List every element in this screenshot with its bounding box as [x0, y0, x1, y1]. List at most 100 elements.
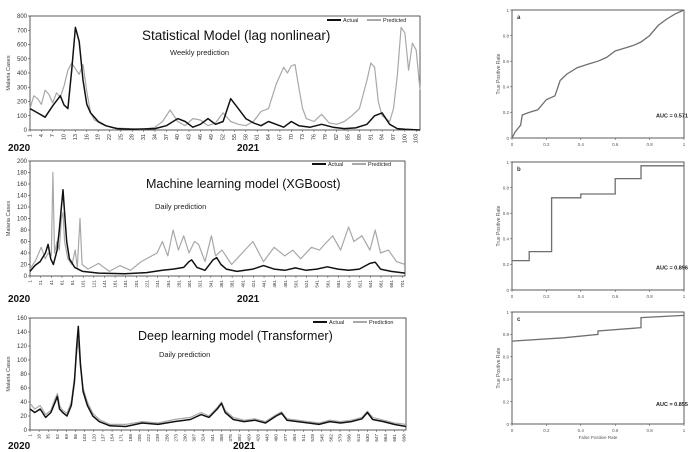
x-tick-label: 7: [50, 134, 56, 137]
y-tick-label: 0: [506, 136, 509, 141]
x-tick-label: 43: [187, 134, 193, 140]
x-axis-label: False Positive Rate: [579, 435, 618, 440]
year-label-2020: 2020: [8, 441, 31, 452]
x-tick-label: 41: [49, 280, 54, 286]
y-tick-label: 0.4: [503, 85, 510, 90]
y-tick-label: 0.8: [503, 185, 510, 190]
y-tick-label: 140: [17, 194, 28, 200]
x-tick-label: 103: [414, 134, 420, 143]
chart-roc-c: 0 0.2 0.4 0.6 0.8 1 0 0.2 0.4 0.6 0.8 1 True Positiv…: [496, 310, 688, 440]
x-tick-label: 481: [283, 280, 288, 288]
x-tick-label: 562: [328, 434, 333, 442]
series-line-actual: [29, 26, 421, 131]
legend-label-predicted: Predicted: [383, 18, 406, 24]
chart-title: Deep learning model (Transformer): [138, 329, 333, 343]
x-tick-label: 19: [96, 134, 102, 140]
x-tick-label: 681: [389, 280, 394, 288]
x-tick-label: 273: [173, 434, 178, 442]
y-axis-label: Malaria Cases: [6, 356, 12, 391]
y-tick-label: 0.8: [503, 33, 510, 38]
x-tick-label: 511: [301, 434, 306, 442]
x-tick-label: 341: [208, 280, 213, 288]
x-tick-label: 94: [380, 134, 386, 140]
y-tick-label: 0: [506, 422, 509, 427]
x-tick-label: 161: [113, 280, 118, 288]
x-tick-label: 596: [347, 434, 352, 442]
x-tick-label: 0.8: [646, 294, 653, 299]
x-tick-label: 375: [228, 434, 233, 442]
y-axis-label: Malaria Cases: [6, 55, 12, 90]
x-tick-label: 290: [183, 434, 188, 442]
x-tick-label: 0.6: [612, 428, 619, 433]
x-tick-label: 613: [356, 434, 361, 442]
x-tick-label: 701: [400, 280, 405, 288]
x-tick-label: 1: [683, 142, 686, 147]
y-tick-label: 500: [17, 57, 28, 63]
y-tick-label: 100: [17, 114, 28, 120]
year-label-2020: 2020: [8, 294, 31, 305]
panel-letter: c: [517, 317, 521, 323]
x-tick-label: 4: [39, 134, 45, 137]
x-tick-label: 541: [315, 280, 320, 288]
plot-frame: [511, 9, 685, 139]
y-tick-label: 60: [20, 240, 27, 246]
roc-curve: [512, 165, 684, 262]
x-tick-label: 222: [146, 434, 151, 442]
year-label-2021: 2021: [237, 294, 260, 305]
x-tick-label: 91: [368, 134, 374, 140]
x-tick-label: 61: [59, 280, 64, 286]
x-tick-label: 601: [347, 280, 352, 288]
series-line-prediction: [29, 339, 407, 425]
y-tick-label: 160: [17, 182, 28, 188]
x-tick-label: 460: [274, 434, 279, 442]
chart-subtitle: Daily prediction: [159, 350, 210, 359]
x-tick-label: 22: [107, 134, 113, 140]
x-tick-label: 49: [209, 134, 215, 140]
x-tick-label: 13: [73, 134, 79, 140]
y-tick-label: 0.2: [503, 110, 510, 115]
x-tick-label: 579: [338, 434, 343, 442]
y-tick-label: 0.2: [503, 262, 510, 267]
x-tick-label: 501: [293, 280, 298, 288]
x-tick-label: 82: [334, 134, 340, 140]
y-tick-label: 0.4: [503, 237, 510, 242]
y-tick-label: 80: [20, 228, 27, 234]
y-tick-label: 100: [17, 358, 28, 364]
y-tick-label: 120: [17, 344, 28, 350]
y-tick-label: 0: [24, 128, 28, 134]
x-tick-label: 137: [100, 434, 105, 442]
x-tick-label: 120: [91, 434, 96, 442]
x-tick-label: 97: [391, 134, 397, 140]
chart-subtitle: Weekly prediction: [170, 48, 229, 57]
y-tick-label: 40: [20, 400, 27, 406]
auc-label: AUC = 0.571: [656, 114, 688, 120]
roc-curve: [511, 314, 685, 342]
y-axis-label: Malaria Cases: [6, 201, 12, 236]
panel-letter: b: [517, 167, 521, 173]
x-tick-label: 85: [346, 134, 352, 140]
x-tick-label: 0.6: [612, 294, 619, 299]
x-tick-label: 0: [511, 428, 514, 433]
x-tick-label: 86: [73, 434, 78, 440]
y-tick-label: 20: [20, 263, 27, 269]
series-line-actual: [29, 189, 406, 275]
x-tick-label: 201: [134, 280, 139, 288]
x-tick-label: 46: [198, 134, 204, 140]
x-tick-label: 10: [62, 134, 68, 140]
chart-transformer: 0 20 40 60 80 100 120 140 160 1 18 35 52 69 86 103 120 13…: [6, 316, 407, 452]
series-line-predicted: [29, 171, 406, 272]
legend-label-actual: Actual: [329, 320, 344, 326]
year-label-2020: 2020: [8, 143, 31, 154]
chart-subtitle: Daily prediction: [155, 202, 206, 211]
auc-label: AUC = 0.896: [656, 266, 688, 272]
y-tick-label: 0.6: [503, 355, 510, 360]
x-tick-label: 443: [265, 434, 270, 442]
y-tick-label: 0.8: [503, 332, 510, 337]
x-tick-label: 52: [221, 134, 227, 140]
y-tick-label: 0: [24, 428, 28, 434]
year-label-2021: 2021: [237, 143, 260, 154]
x-tick-label: 545: [319, 434, 324, 442]
x-tick-label: 324: [201, 434, 206, 442]
